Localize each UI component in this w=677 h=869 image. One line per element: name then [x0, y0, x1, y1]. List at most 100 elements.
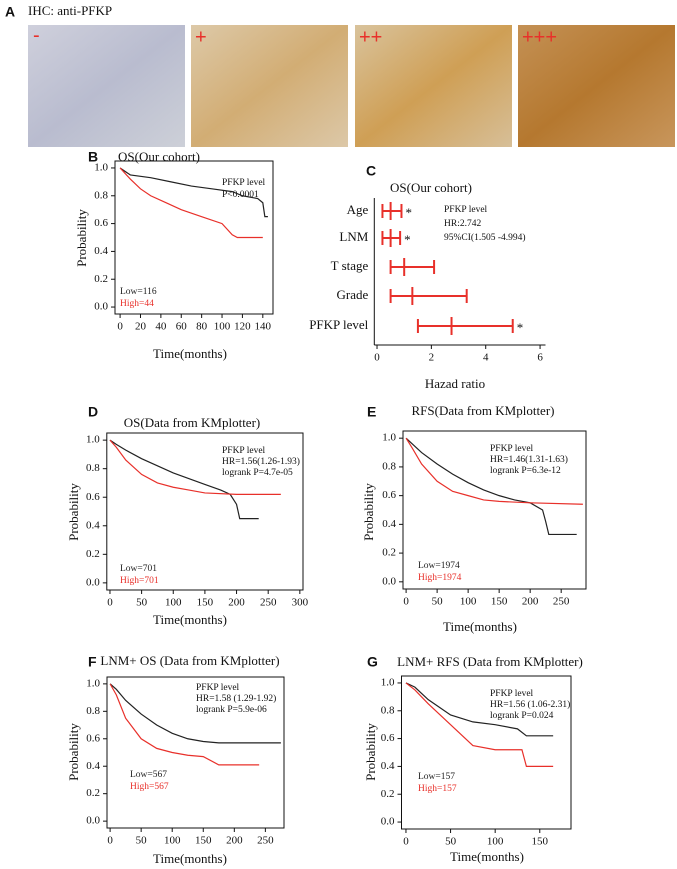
x-tick-label: 100 [165, 597, 182, 609]
x-tick-label: 40 [155, 321, 167, 333]
ihc-score: + [195, 26, 207, 48]
y-axis-label: Probability [363, 723, 378, 781]
ihc-score: +++ [522, 26, 557, 48]
x-tick-label: 250 [260, 597, 277, 609]
legend-entry: High=701 [120, 576, 159, 586]
significance: * [405, 205, 412, 220]
legend-entry: Low=701 [120, 564, 157, 574]
annotation: PFKP level [444, 205, 488, 215]
y-tick-label: 1.0 [382, 432, 396, 444]
x-tick-label: 250 [553, 596, 570, 608]
x-tick-label: 80 [196, 321, 208, 333]
legend-entry: Low=1974 [418, 561, 460, 571]
annotation: 95%CI(1.505 -4.994) [444, 232, 526, 243]
plot-frame [402, 430, 587, 590]
survival-curve [109, 683, 260, 766]
annotation: PFKP level [196, 683, 240, 693]
category-label: T stage [331, 258, 369, 273]
annotation: logrank P=0.024 [490, 711, 554, 721]
ihc-image [355, 25, 512, 147]
chart-title: OS(Data from KMplotter) [124, 415, 260, 430]
chart-title: OS(Our cohort) [390, 180, 472, 195]
annotation: logrank P=4.7e-05 [222, 468, 293, 478]
x-tick-label: 6 [537, 352, 543, 364]
x-tick-label: 150 [491, 596, 508, 608]
annotation: HR=1.56(1.26-1.93) [222, 456, 300, 467]
x-tick-label: 100 [214, 321, 231, 333]
y-tick-label: 0.8 [86, 705, 100, 717]
annotation: HR=1.58 (1.29-1.92) [196, 693, 276, 704]
panel-letter: C [366, 163, 376, 179]
x-tick-label: 20 [135, 321, 147, 333]
y-tick-label: 0.6 [94, 217, 108, 229]
legend-entry: Low=116 [120, 287, 157, 297]
annotation: HR=1.56 (1.06-2.31) [490, 699, 570, 710]
plot-frame [106, 676, 285, 829]
x-tick-label: 120 [234, 321, 251, 333]
legend-entry: High=567 [130, 782, 169, 792]
y-tick-label: 0.6 [381, 732, 395, 744]
y-tick-label: 1.0 [86, 677, 100, 689]
x-tick-label: 300 [292, 597, 309, 609]
panel-letter: B [88, 149, 98, 165]
y-tick-label: 0.8 [94, 189, 108, 201]
x-tick-label: 250 [257, 835, 274, 847]
y-tick-label: 0.4 [382, 518, 396, 530]
survival-curve [119, 167, 268, 218]
survival-curve [109, 439, 259, 520]
x-axis-label: Time(months) [443, 619, 517, 634]
annotation: logrank P=5.9e-06 [196, 705, 267, 715]
x-axis-label: Time(months) [153, 851, 227, 866]
ihc-image [191, 25, 348, 147]
y-tick-label: 0.8 [381, 704, 395, 716]
y-axis-label: Probability [66, 723, 81, 781]
x-tick-label: 50 [136, 597, 148, 609]
chart-title: OS(Our cohort) [118, 149, 200, 164]
legend-entry: High=1974 [418, 573, 462, 583]
annotation: HR=1.46(1.31-1.63) [490, 454, 568, 465]
x-tick-label: 150 [195, 835, 212, 847]
x-tick-label: 0 [117, 321, 123, 333]
survival-curve [405, 437, 577, 536]
panel-letter: F [88, 654, 97, 670]
x-tick-label: 0 [107, 597, 113, 609]
x-tick-label: 0 [107, 835, 113, 847]
y-tick-label: 0.0 [381, 816, 395, 828]
y-tick-label: 0.2 [94, 273, 108, 285]
y-tick-label: 0.0 [382, 575, 396, 587]
panel-letter: D [88, 404, 98, 420]
y-tick-label: 0.2 [382, 547, 396, 559]
y-tick-label: 0.0 [86, 576, 100, 588]
x-tick-label: 200 [228, 597, 245, 609]
x-axis-label: Time(months) [450, 849, 524, 864]
plot-frame [401, 675, 572, 830]
x-axis-label: Hazad ratio [425, 376, 485, 391]
x-tick-label: 50 [445, 836, 457, 848]
y-tick-label: 0.2 [86, 548, 100, 560]
x-tick-label: 0 [403, 836, 409, 848]
annotation: PFKP level [490, 689, 534, 699]
x-tick-label: 140 [255, 321, 272, 333]
y-tick-label: 1.0 [94, 161, 108, 173]
x-tick-label: 100 [460, 596, 477, 608]
x-tick-label: 150 [532, 836, 549, 848]
y-tick-label: 0.4 [86, 760, 100, 772]
x-axis-label: Time(months) [153, 346, 227, 361]
y-tick-label: 0.4 [94, 245, 108, 257]
x-tick-label: 100 [487, 836, 504, 848]
y-axis-label: Probability [74, 209, 89, 267]
y-tick-label: 1.0 [86, 434, 100, 446]
y-tick-label: 0.0 [94, 301, 108, 313]
ihc-score: ++ [359, 26, 382, 48]
category-label: Grade [337, 287, 369, 302]
y-tick-label: 0.2 [381, 788, 395, 800]
y-tick-label: 0.8 [382, 460, 396, 472]
x-tick-label: 100 [164, 835, 181, 847]
category-label: PFKP level [309, 317, 368, 332]
significance: * [517, 320, 524, 335]
chart-title: RFS(Data from KMplotter) [412, 403, 555, 418]
x-tick-label: 150 [197, 597, 214, 609]
x-tick-label: 0 [403, 596, 409, 608]
survival-curve [405, 437, 583, 505]
